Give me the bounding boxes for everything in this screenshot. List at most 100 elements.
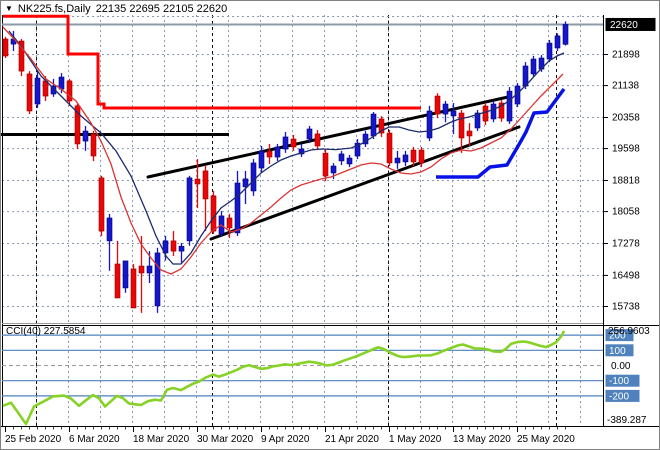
candle-body xyxy=(546,42,553,60)
candle-body xyxy=(442,103,449,115)
cci-level-label: -200 xyxy=(609,391,629,402)
lower-wedge-trendline xyxy=(209,125,521,241)
time-axis-label[interactable]: 1 May 2020 xyxy=(389,434,442,445)
candle-body xyxy=(186,177,193,242)
candle-body xyxy=(482,105,489,122)
candle-body xyxy=(98,177,105,232)
candle-body xyxy=(226,217,233,229)
price-axis-label[interactable]: 18058 xyxy=(612,207,640,218)
symbol-timeframe-label: NK225.fs,Daily xyxy=(17,2,91,15)
price-axis-label[interactable]: 21138 xyxy=(612,81,640,92)
candle-body xyxy=(18,40,25,72)
time-axis-label[interactable]: 6 Mar 2020 xyxy=(69,434,120,445)
candle-body xyxy=(42,80,49,97)
candle-body xyxy=(138,265,145,274)
candle-body xyxy=(210,195,217,232)
candle-body xyxy=(154,252,161,307)
cci-zero-label: 0.00 xyxy=(611,361,631,372)
candle-body xyxy=(378,118,385,134)
cci-level-label: 200 xyxy=(609,331,626,342)
current-price-box xyxy=(605,17,656,31)
candle-body xyxy=(130,268,137,309)
candle-body xyxy=(354,142,361,157)
time-axis-label[interactable]: 25 Feb 2020 xyxy=(5,434,62,445)
candle-body xyxy=(58,76,65,90)
time-axis-label[interactable]: 25 May 2020 xyxy=(517,434,575,445)
red-step-line xyxy=(3,14,421,110)
candle-body xyxy=(322,152,329,177)
candle-body xyxy=(50,85,57,95)
time-axis-label[interactable]: 18 Mar 2020 xyxy=(133,434,190,445)
candle-body xyxy=(26,73,33,112)
ma-fast-line xyxy=(8,30,565,265)
candle-body xyxy=(162,240,169,254)
candle-body xyxy=(458,112,465,139)
candle-body xyxy=(290,138,297,148)
candle-body xyxy=(490,103,497,120)
cci-min-label: -389.287 xyxy=(607,415,647,426)
cci-level-badge xyxy=(605,329,634,342)
candle-body xyxy=(250,162,257,192)
candle-body xyxy=(170,240,177,252)
price-axis-label[interactable]: 18818 xyxy=(612,176,640,187)
price-axis-label[interactable]: 21898 xyxy=(612,50,640,61)
candle-body xyxy=(66,80,73,102)
candle-body xyxy=(90,133,97,157)
candle-body xyxy=(314,133,321,147)
ohlc-readout: 22135 22695 22105 22620 xyxy=(95,2,228,15)
candle-body xyxy=(370,113,377,137)
candle-body xyxy=(386,132,393,164)
price-axis-label[interactable]: 16498 xyxy=(612,270,640,281)
candle-body xyxy=(474,112,481,129)
candle-body xyxy=(498,102,505,119)
price-axis-label[interactable]: 17278 xyxy=(612,239,640,250)
time-axis-label[interactable]: 30 Mar 2020 xyxy=(197,434,254,445)
candle-body xyxy=(2,38,9,57)
indicator-label: CCI(40) 227.5854 xyxy=(6,326,86,337)
candle-body xyxy=(554,35,561,49)
candle-body xyxy=(330,165,337,174)
candle-body xyxy=(426,110,433,139)
candle-body xyxy=(466,130,473,137)
cci-level-badge xyxy=(605,389,640,402)
chart-title-bar: ▼ NK225.fs,Daily 22135 22695 22105 22620 xyxy=(5,2,227,15)
candle-body xyxy=(338,153,345,162)
candle-body xyxy=(306,128,313,140)
candle-body xyxy=(274,146,281,158)
price-axis-label[interactable]: 15738 xyxy=(612,302,640,313)
candle-body xyxy=(402,154,409,163)
candle-body xyxy=(506,90,513,122)
candle-body xyxy=(234,182,241,234)
candle-body xyxy=(394,157,401,164)
time-axis-label[interactable]: 9 Apr 2020 xyxy=(261,434,310,445)
candle-body xyxy=(258,150,265,169)
blue-step-line xyxy=(436,87,566,179)
candle-body xyxy=(194,178,201,185)
candle-body xyxy=(266,150,273,158)
cci-level-badge xyxy=(605,344,634,357)
candle-body xyxy=(82,130,89,142)
candle-body xyxy=(346,157,353,165)
price-axis-label[interactable]: 20358 xyxy=(612,113,640,124)
cci-line xyxy=(2,330,566,426)
cci-level-label: -100 xyxy=(609,376,629,387)
candle-body xyxy=(450,110,457,117)
price-axis-label[interactable]: 19598 xyxy=(612,144,640,155)
candle-body xyxy=(122,260,129,289)
time-axis-label[interactable]: 13 May 2020 xyxy=(453,434,511,445)
cci-level-badge xyxy=(605,374,640,387)
time-axis-label[interactable]: 21 Apr 2020 xyxy=(325,434,379,445)
candle-body xyxy=(146,265,153,274)
symbol-dropdown-icon[interactable]: ▼ xyxy=(5,3,13,13)
candle-body xyxy=(178,245,185,252)
ma-slow-line xyxy=(2,26,564,275)
candle-body xyxy=(362,133,369,145)
candle-body xyxy=(562,24,569,45)
candle-body xyxy=(114,263,121,299)
candle-body xyxy=(242,178,249,188)
candle-body xyxy=(530,58,537,75)
cci-level-label: 100 xyxy=(609,346,626,357)
candle-body xyxy=(34,77,41,105)
